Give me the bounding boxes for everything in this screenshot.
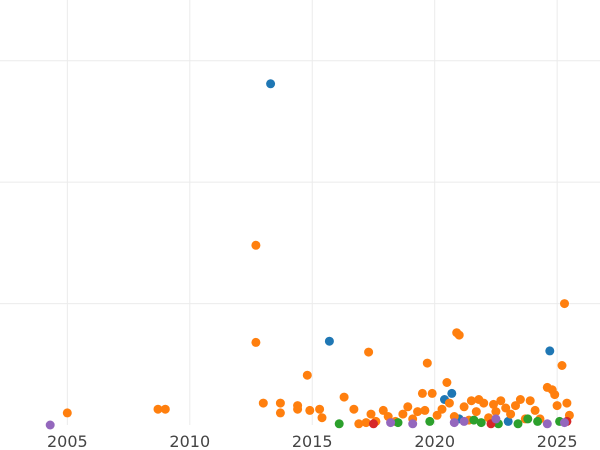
data-point-s1-14 xyxy=(339,392,349,402)
data-point-s1-25 xyxy=(403,402,413,412)
data-point-s1-21 xyxy=(378,405,388,415)
data-point-s1-32 xyxy=(432,410,442,420)
data-point-s1-31 xyxy=(427,388,437,398)
data-point-s1-60 xyxy=(552,401,562,411)
data-point-s4-7 xyxy=(560,418,569,428)
data-point-s1-48 xyxy=(496,396,506,406)
data-point-s1-12 xyxy=(315,404,325,414)
data-point-s1-61 xyxy=(557,361,567,370)
data-point-s1-9 xyxy=(293,404,303,414)
data-point-s1-1 xyxy=(153,404,163,414)
data-point-s4-4 xyxy=(459,416,469,426)
data-point-s4-3 xyxy=(449,418,459,428)
data-point-s1-30 xyxy=(422,358,432,368)
data-point-s1-3 xyxy=(251,240,261,250)
x-tick-labels: 2005 2010 2015 2020 2025 xyxy=(47,432,578,450)
data-point-s4-1 xyxy=(386,418,396,428)
data-point-s1-34 xyxy=(442,378,452,387)
data-point-s1-18 xyxy=(364,347,374,357)
data-point-s3-0 xyxy=(369,419,378,429)
data-point-s1-24 xyxy=(398,409,408,419)
data-point-s2-7 xyxy=(523,414,533,424)
data-point-s1-55 xyxy=(530,405,540,415)
data-point-s1-62 xyxy=(560,299,569,309)
data-point-s2-8 xyxy=(533,416,543,426)
data-point-s1-15 xyxy=(349,404,359,414)
x-tick-label-3: 2020 xyxy=(414,432,455,450)
x-tick-label-0: 2005 xyxy=(47,432,88,450)
data-point-s1-4 xyxy=(251,337,261,347)
data-point-s1-63 xyxy=(562,398,572,408)
data-point-s4-5 xyxy=(491,414,501,424)
grid-layer xyxy=(0,0,600,425)
data-point-s1-51 xyxy=(511,401,520,411)
data-point-s2-0 xyxy=(334,419,344,429)
data-point-s1-47 xyxy=(491,407,501,417)
data-point-s2-3 xyxy=(469,415,479,425)
data-point-s4-6 xyxy=(542,419,552,429)
data-point-s4-2 xyxy=(408,419,418,429)
data-point-s1-17 xyxy=(361,418,371,428)
data-point-s1-59 xyxy=(550,390,560,400)
data-point-s2-1 xyxy=(393,418,403,428)
data-point-s1-2 xyxy=(160,404,170,414)
data-point-s0-1 xyxy=(324,336,334,346)
data-point-s0-0 xyxy=(266,79,276,89)
data-point-s1-41 xyxy=(466,396,476,406)
data-point-s1-0 xyxy=(62,408,72,418)
data-point-s4-0 xyxy=(45,420,55,430)
data-point-s1-29 xyxy=(420,405,430,415)
data-point-s1-33 xyxy=(437,404,447,414)
data-point-s1-28 xyxy=(417,388,427,398)
data-point-s1-50 xyxy=(506,409,516,419)
data-point-s1-16 xyxy=(354,419,364,429)
data-point-s1-11 xyxy=(305,405,315,415)
points-layer xyxy=(45,79,574,430)
data-point-s1-54 xyxy=(525,396,535,406)
data-point-s1-42 xyxy=(471,407,481,417)
data-point-s1-38 xyxy=(454,330,464,340)
data-point-s1-52 xyxy=(515,395,525,404)
data-point-s0-3 xyxy=(447,388,457,398)
data-point-s2-2 xyxy=(425,416,435,426)
data-point-s0-4 xyxy=(545,346,555,356)
data-point-s2-4 xyxy=(476,418,486,428)
x-tick-label-1: 2010 xyxy=(169,432,210,450)
data-point-s1-46 xyxy=(489,399,498,409)
data-point-s1-10 xyxy=(302,370,312,380)
data-point-s1-13 xyxy=(317,413,327,423)
data-point-s1-5 xyxy=(258,398,268,408)
data-point-s1-7 xyxy=(275,408,285,418)
data-point-s1-49 xyxy=(501,403,511,413)
x-tick-label-2: 2015 xyxy=(292,432,333,450)
data-point-s0-6 xyxy=(503,416,513,426)
x-tick-label-4: 2025 xyxy=(537,432,578,450)
data-point-s1-44 xyxy=(479,398,489,408)
data-point-s1-27 xyxy=(413,407,423,417)
data-point-s1-39 xyxy=(459,402,469,412)
data-point-s1-19 xyxy=(366,409,376,419)
data-point-s2-6 xyxy=(513,419,523,429)
data-point-s1-6 xyxy=(275,398,285,408)
data-point-s1-35 xyxy=(444,398,454,408)
